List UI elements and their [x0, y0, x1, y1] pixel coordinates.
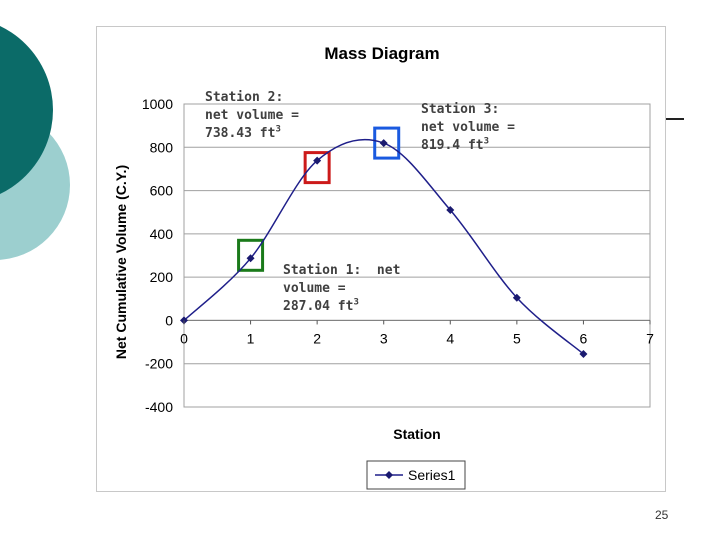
page-number: 25: [655, 508, 669, 522]
x-tick-label: 0: [180, 330, 188, 346]
x-tick-label: 2: [313, 330, 321, 346]
y-tick-label: 800: [150, 139, 174, 155]
highlight-box-station-1: [237, 238, 265, 272]
data-point-station-3: [379, 139, 388, 148]
y-tick-label: 200: [150, 269, 174, 285]
x-tick-label: 3: [380, 330, 388, 346]
y-tick-label: 400: [150, 226, 174, 242]
x-tick-label: 4: [446, 330, 454, 346]
y-tick-label: -400: [145, 399, 173, 415]
chart-frame: Mass Diagram 1000 800 600 400 200 0 -200 -400 0 1…: [96, 26, 666, 492]
chart-title: Mass Diagram: [324, 44, 439, 63]
legend-marker: [385, 471, 393, 479]
y-tick-label: 600: [150, 183, 174, 199]
slide-dash: [666, 118, 684, 120]
y-tick-label: -200: [145, 356, 173, 372]
chart-legend: Series1: [366, 460, 466, 490]
x-tick-label: 1: [247, 330, 255, 346]
decoration-dark-circle: [0, 26, 53, 194]
slide-decoration: [0, 26, 70, 260]
data-point-station-5: [512, 293, 521, 302]
mass-diagram-chart: Mass Diagram 1000 800 600 400 200 0 -200 -400 0 1…: [113, 44, 654, 490]
x-axis-label: Station: [393, 426, 440, 442]
highlight-box-station-2: [303, 151, 331, 185]
x-tick-label: 6: [580, 330, 588, 346]
data-point-station-1: [246, 254, 255, 263]
y-tick-label: 0: [165, 312, 173, 328]
y-axis-label: Net Cumulative Volume (C.Y.): [113, 165, 129, 359]
y-tick-label: 1000: [142, 96, 173, 112]
legend-series-label: Series1: [408, 467, 456, 483]
x-tick-label: 5: [513, 330, 521, 346]
data-point-station-4: [446, 206, 455, 215]
annotation-station-3: Station 3: net volume = 819.4 ft3: [421, 102, 515, 153]
annotation-station-2: Station 2: net volume = 738.43 ft3: [205, 90, 299, 141]
plot-area: [183, 103, 651, 408]
data-point-station-6: [579, 349, 588, 358]
data-point-station-2: [313, 156, 322, 165]
highlight-box-station-3: [373, 126, 401, 160]
annotation-station-1: Station 1: net volume = 287.04 ft3: [283, 263, 401, 314]
x-tick-label: 7: [646, 330, 654, 346]
